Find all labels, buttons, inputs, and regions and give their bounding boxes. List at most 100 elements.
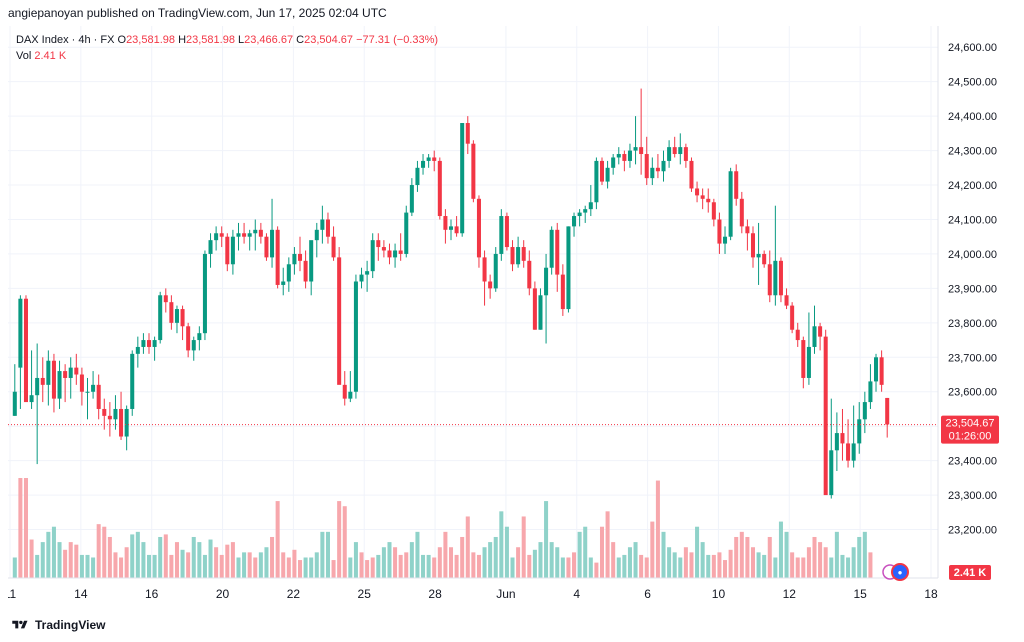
- volume-bar: [51, 526, 56, 578]
- candle-body: [678, 147, 683, 155]
- candle: [421, 154, 426, 175]
- volume-bar: [846, 557, 851, 578]
- candle: [314, 222, 319, 258]
- price-tick-label: 24,400.00: [948, 111, 997, 123]
- candle: [169, 295, 174, 330]
- volume-bar: [146, 554, 152, 578]
- candle-body: [46, 360, 51, 385]
- candle-body: [795, 329, 800, 341]
- candle: [549, 226, 554, 275]
- footer[interactable]: TradingView: [10, 618, 105, 632]
- candle-body: [113, 408, 118, 420]
- candle: [297, 236, 303, 272]
- volume-bar: [655, 480, 660, 578]
- volume-bar: [124, 547, 129, 578]
- volume-bar: [348, 557, 353, 578]
- candle: [689, 157, 694, 192]
- volume-bar: [135, 531, 140, 578]
- legend: DAX Index · 4h · FX O23,581.98 H23,581.9…: [16, 32, 438, 64]
- volume-label: Vol: [16, 50, 32, 62]
- candle: [616, 147, 621, 165]
- volume-bar: [130, 534, 135, 578]
- candle: [292, 247, 297, 275]
- candle-body: [560, 274, 565, 310]
- volume-bar: [421, 554, 426, 578]
- candle: [521, 240, 526, 268]
- volume-bar: [46, 531, 51, 578]
- candle-body: [874, 357, 879, 382]
- candle: [678, 133, 683, 165]
- candle: [650, 157, 655, 186]
- candle-body: [180, 309, 185, 327]
- candle-body: [572, 216, 577, 227]
- candle: [795, 322, 800, 347]
- volume-bar: [264, 547, 269, 578]
- candle: [404, 205, 409, 258]
- volume-bar: [773, 557, 778, 578]
- volume-bar: [68, 542, 73, 578]
- time-tick-label: 25: [358, 587, 372, 601]
- candle-body: [521, 247, 526, 261]
- candle-body: [762, 253, 767, 265]
- candle-body: [40, 377, 45, 385]
- horizontal-gridlines: [8, 46, 938, 531]
- candle: [594, 157, 599, 210]
- time-tick-label: 12: [783, 587, 797, 601]
- candle: [443, 209, 448, 244]
- candle-body: [68, 367, 73, 378]
- volume-bar: [616, 557, 621, 578]
- candle-body: [622, 154, 627, 161]
- volume-bar: [527, 554, 532, 578]
- volume-tag: 2.41 K: [949, 565, 991, 580]
- volume-bar: [225, 544, 230, 578]
- candle: [348, 371, 353, 403]
- volume-bar: [639, 554, 644, 578]
- candle-body: [169, 302, 174, 323]
- volume-bar: [622, 554, 627, 578]
- volume-bar: [202, 554, 207, 578]
- volume-bar: [560, 557, 565, 578]
- candle: [68, 357, 73, 399]
- candle: [275, 226, 280, 289]
- volume-bar: [812, 536, 817, 578]
- candlestick-chart[interactable]: 24,600.00 24,500.00 24,400.00 24,300.00 24,2…: [4, 26, 1016, 608]
- volume-bar: [521, 516, 526, 578]
- candle-body: [292, 253, 297, 265]
- volume-bar: [141, 542, 146, 578]
- candle: [74, 353, 79, 385]
- candle-body: [12, 391, 17, 416]
- candle: [236, 222, 241, 251]
- candle: [57, 360, 62, 409]
- price-tick-label: 24,600.00: [948, 42, 997, 54]
- volume-bar: [437, 547, 442, 578]
- volume-bar: [829, 557, 834, 578]
- event-icons[interactable]: ●: [882, 563, 909, 581]
- open-value: 23,581.98: [126, 34, 175, 46]
- volume-bar: [376, 554, 381, 578]
- candle: [790, 302, 795, 334]
- volume-bar: [443, 531, 448, 578]
- candle: [476, 195, 481, 268]
- high-label: H: [178, 34, 187, 46]
- time-tick-label: 15: [853, 587, 867, 601]
- volume-bar: [163, 534, 168, 578]
- candle: [51, 353, 56, 413]
- volume-bar: [650, 521, 655, 578]
- chart-area[interactable]: 24,600.00 24,500.00 24,400.00 24,300.00 24,2…: [4, 26, 1016, 608]
- candle-body: [421, 160, 426, 168]
- candle: [320, 205, 325, 244]
- volume-bar: [834, 531, 839, 578]
- candle-body: [102, 408, 107, 416]
- candle-body: [191, 340, 196, 351]
- candle: [202, 250, 207, 341]
- volume-bar: [29, 539, 34, 578]
- candle: [286, 257, 291, 292]
- time-tick-label: 4: [573, 587, 580, 601]
- candle-body: [465, 123, 470, 144]
- candle-body: [91, 384, 96, 392]
- candle-body: [258, 229, 263, 237]
- candle-body: [549, 229, 554, 268]
- price-tick-label: 24,000.00: [948, 249, 997, 261]
- candle-body: [230, 236, 235, 265]
- candle: [281, 267, 286, 296]
